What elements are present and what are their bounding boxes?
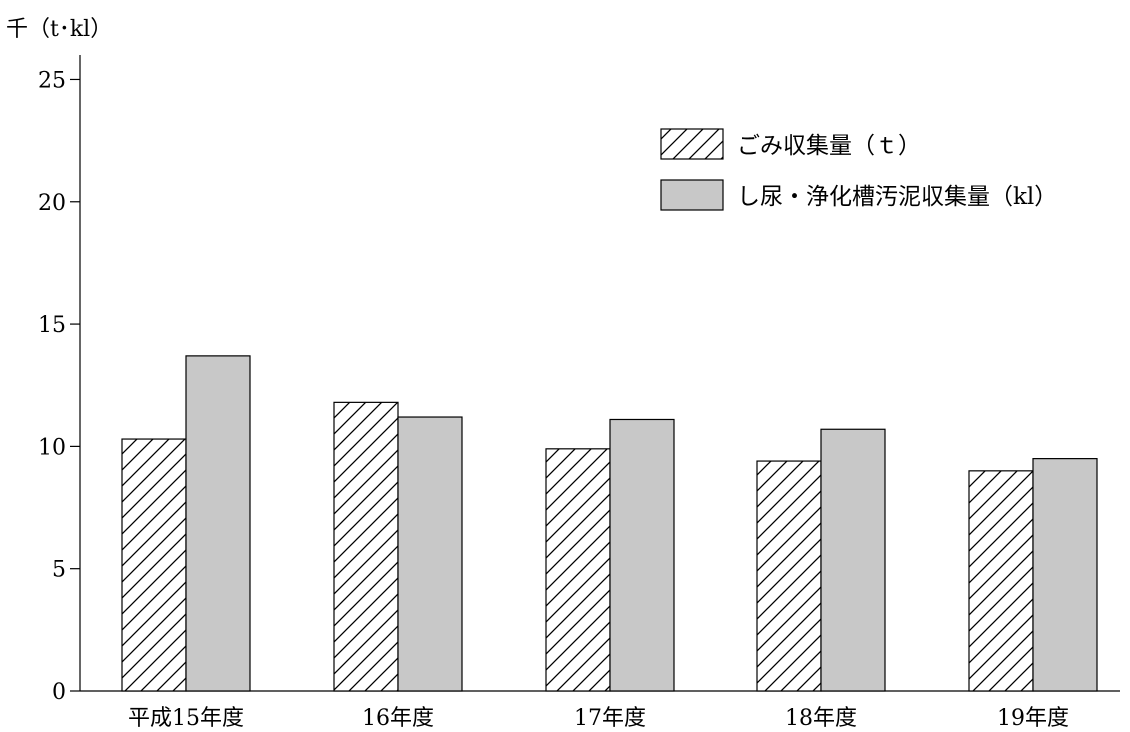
legend-swatch (660, 128, 724, 160)
y-axis-ticks: 0 5 10 15 20 25 (38, 68, 80, 705)
bar-sludge-2 (609, 418, 675, 692)
legend-label: ごみ収集量（ｔ） (737, 133, 921, 159)
bar-sludge-0 (185, 355, 251, 692)
y-tick-label: 5 (52, 558, 66, 583)
legend: ごみ収集量（ｔ） し尿・浄化槽汚泥収集量（kl） (660, 128, 1057, 211)
legend-label: し尿・浄化槽汚泥収集量（kl） (737, 184, 1057, 210)
y-axis-unit-label: 千（t･kl） (6, 17, 112, 42)
x-tick-label: 平成15年度 (128, 706, 244, 731)
bar-sludge-1 (397, 416, 463, 692)
bars (121, 355, 1098, 692)
bar-sludge-3 (820, 428, 886, 692)
x-tick-label: 18年度 (785, 706, 857, 731)
legend-swatch (660, 179, 724, 211)
x-tick-label: 16年度 (362, 706, 434, 731)
y-tick-label: 15 (38, 313, 66, 338)
bar-sludge-4 (1032, 458, 1098, 692)
x-tick-label: 17年度 (574, 706, 646, 731)
y-tick-label: 25 (38, 68, 66, 93)
x-tick-label: 19年度 (997, 706, 1069, 731)
y-tick-label: 10 (38, 435, 66, 460)
x-axis-labels: 平成15年度 16年度 17年度 18年度 19年度 (128, 706, 1069, 731)
bar-garbage-2 (545, 448, 611, 692)
bar-garbage-3 (756, 460, 822, 692)
bar-garbage-1 (333, 401, 399, 692)
bar-garbage-0 (121, 438, 187, 692)
y-tick-label: 0 (52, 680, 66, 705)
bar-garbage-4 (968, 470, 1034, 692)
y-tick-label: 20 (38, 191, 66, 216)
